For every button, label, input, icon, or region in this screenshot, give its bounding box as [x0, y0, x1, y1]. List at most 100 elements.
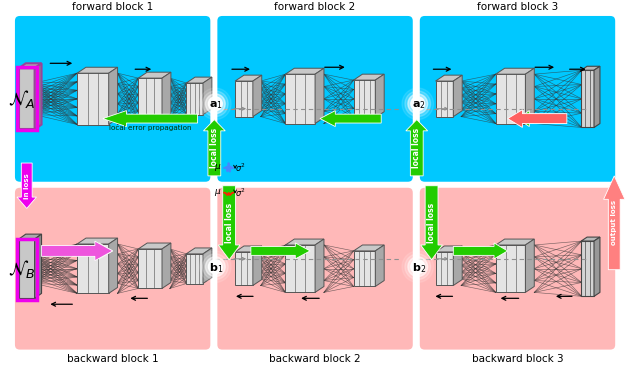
FancyArrow shape: [453, 243, 508, 259]
Polygon shape: [77, 244, 109, 294]
Circle shape: [411, 97, 425, 111]
Polygon shape: [138, 249, 162, 288]
FancyArrow shape: [218, 186, 240, 260]
Polygon shape: [525, 68, 534, 124]
Text: local loss: local loss: [427, 203, 436, 243]
FancyBboxPatch shape: [14, 187, 211, 351]
Circle shape: [200, 251, 231, 283]
Polygon shape: [109, 67, 118, 124]
Polygon shape: [253, 246, 262, 285]
Text: local loss: local loss: [210, 128, 219, 168]
Polygon shape: [235, 75, 262, 81]
Polygon shape: [285, 245, 315, 292]
Polygon shape: [581, 66, 600, 70]
FancyArrow shape: [204, 120, 225, 176]
Polygon shape: [315, 239, 324, 292]
Polygon shape: [109, 238, 118, 294]
Text: local error propagation: local error propagation: [109, 126, 191, 131]
Circle shape: [205, 257, 225, 277]
Text: backward block 1: backward block 1: [67, 354, 159, 363]
Polygon shape: [496, 245, 525, 292]
Polygon shape: [138, 78, 162, 120]
Polygon shape: [35, 234, 42, 298]
Text: forward block 2: forward block 2: [275, 2, 356, 12]
Circle shape: [200, 88, 231, 120]
Circle shape: [405, 91, 431, 117]
Polygon shape: [186, 248, 212, 254]
Polygon shape: [594, 237, 600, 296]
Polygon shape: [138, 72, 171, 78]
Polygon shape: [496, 239, 534, 245]
Polygon shape: [19, 63, 42, 68]
Circle shape: [205, 94, 225, 114]
Polygon shape: [285, 68, 324, 74]
Polygon shape: [436, 75, 462, 81]
Polygon shape: [19, 234, 42, 239]
Text: $\sigma^2$: $\sigma^2$: [235, 186, 246, 199]
FancyArrow shape: [604, 176, 625, 270]
Polygon shape: [581, 70, 594, 127]
Polygon shape: [203, 77, 212, 115]
Polygon shape: [436, 252, 453, 285]
Text: $\mathbf{a}_1$: $\mathbf{a}_1$: [209, 99, 223, 111]
FancyArrow shape: [17, 163, 36, 209]
Text: output loss: output loss: [611, 200, 617, 245]
Polygon shape: [19, 68, 35, 130]
Polygon shape: [436, 81, 453, 117]
Circle shape: [405, 254, 431, 280]
Polygon shape: [453, 75, 462, 117]
Polygon shape: [253, 75, 262, 117]
Polygon shape: [581, 241, 594, 296]
Text: $\mathbf{b}_1$: $\mathbf{b}_1$: [209, 261, 223, 274]
Circle shape: [402, 88, 433, 120]
Text: $\mathbf{a}_2$: $\mathbf{a}_2$: [412, 99, 426, 111]
FancyArrow shape: [42, 241, 113, 261]
Polygon shape: [235, 81, 253, 117]
Circle shape: [411, 260, 425, 274]
Polygon shape: [436, 246, 462, 252]
FancyArrow shape: [58, 243, 113, 259]
Polygon shape: [19, 239, 35, 298]
Polygon shape: [77, 238, 118, 244]
FancyArrow shape: [508, 110, 567, 127]
Circle shape: [408, 94, 428, 114]
FancyArrow shape: [103, 111, 198, 127]
Text: forward block 1: forward block 1: [72, 2, 153, 12]
Polygon shape: [162, 243, 171, 288]
Text: in loss: in loss: [24, 173, 29, 199]
FancyArrow shape: [518, 111, 565, 127]
Circle shape: [202, 254, 228, 280]
Polygon shape: [77, 67, 118, 73]
Text: $\mathcal{N}_A$: $\mathcal{N}_A$: [8, 88, 35, 110]
Polygon shape: [525, 239, 534, 292]
FancyArrow shape: [320, 111, 381, 127]
Polygon shape: [285, 239, 324, 245]
Polygon shape: [186, 77, 212, 83]
Text: forward block 3: forward block 3: [477, 2, 558, 12]
Polygon shape: [496, 74, 525, 124]
FancyBboxPatch shape: [216, 187, 414, 351]
Polygon shape: [77, 73, 109, 124]
Polygon shape: [315, 68, 324, 124]
Polygon shape: [186, 83, 203, 115]
Text: $\mathcal{N}_B$: $\mathcal{N}_B$: [8, 258, 35, 280]
Polygon shape: [353, 251, 375, 287]
Circle shape: [202, 91, 228, 117]
Text: $\mu$: $\mu$: [214, 163, 221, 173]
Polygon shape: [186, 254, 203, 284]
Polygon shape: [235, 252, 253, 285]
Polygon shape: [138, 243, 171, 249]
Polygon shape: [235, 246, 262, 252]
Circle shape: [402, 251, 433, 283]
Text: backward block 2: backward block 2: [269, 354, 361, 363]
FancyBboxPatch shape: [216, 15, 414, 183]
Text: $\sigma^2$: $\sigma^2$: [235, 162, 246, 174]
Text: $\mu$: $\mu$: [214, 187, 221, 198]
Circle shape: [209, 97, 222, 111]
Text: backward block 3: backward block 3: [472, 354, 563, 363]
Polygon shape: [453, 246, 462, 285]
Polygon shape: [162, 72, 171, 120]
FancyBboxPatch shape: [14, 15, 211, 183]
Polygon shape: [353, 80, 375, 117]
Text: $\mathbf{b}_2$: $\mathbf{b}_2$: [412, 261, 426, 274]
